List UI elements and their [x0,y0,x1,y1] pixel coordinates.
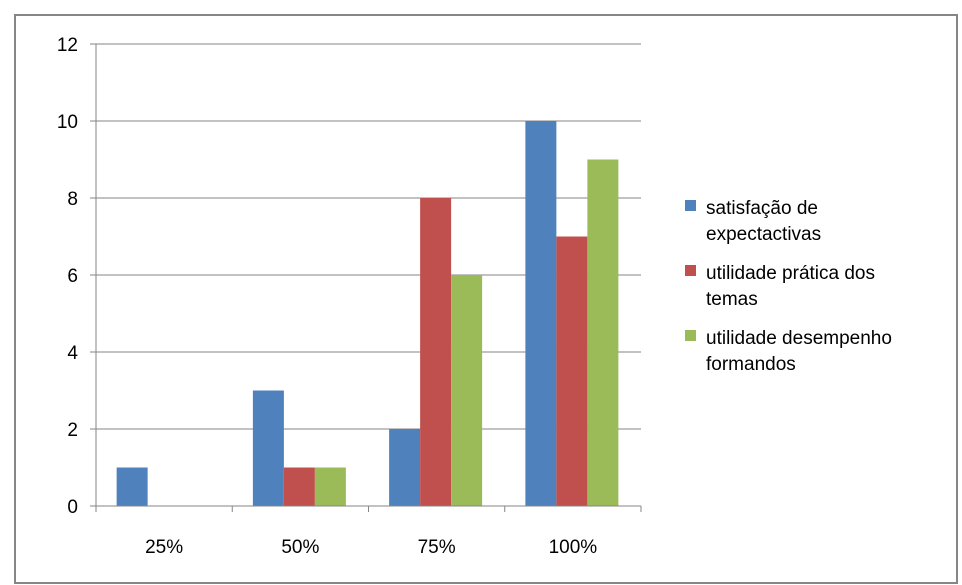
bar-75pct-series-3 [451,275,483,506]
bar-100pct-series-1 [525,121,557,506]
y-tick-label: 12 [57,35,78,56]
bar-100pct-series-2 [556,236,588,506]
legend-swatch-2 [685,265,696,276]
chart-frame [14,14,958,584]
y-tick-label: 4 [67,343,78,364]
y-tick-label: 2 [67,420,78,441]
x-tick-label: 50% [281,537,319,558]
bar-50pct-series-3 [314,467,346,506]
x-tick-label: 25% [145,537,183,558]
legend-label-2: utilidade prática dos [706,263,875,284]
bars [116,121,619,506]
legend: satisfação de expectactivas utilidade prát… [685,198,892,375]
bar-75pct-series-2 [420,198,452,506]
bar-50pct-series-1 [252,390,284,506]
bar-100pct-series-3 [587,159,619,506]
bar-50pct-series-2 [283,467,315,506]
legend-label-1: expectactivas [706,224,821,245]
legend-swatch-3 [685,330,696,341]
bar-75pct-series-1 [389,429,421,506]
bar-25pct-series-1 [116,467,148,506]
x-tick-label: 100% [549,537,598,558]
y-tick-label: 0 [67,497,78,518]
legend-label-3: utilidade desempenho [706,328,892,349]
y-tick-label: 10 [57,112,78,133]
legend-label-3: formandos [706,354,796,375]
legend-label-2: temas [706,289,758,310]
legend-label-1: satisfação de [706,198,818,219]
axes: 0 2 4 6 8 10 12 25% 50% 75% 100% [57,35,642,558]
y-tick-label: 8 [67,189,78,210]
x-tick-label: 75% [418,537,456,558]
y-tick-label: 6 [67,266,78,287]
legend-swatch-1 [685,200,696,211]
